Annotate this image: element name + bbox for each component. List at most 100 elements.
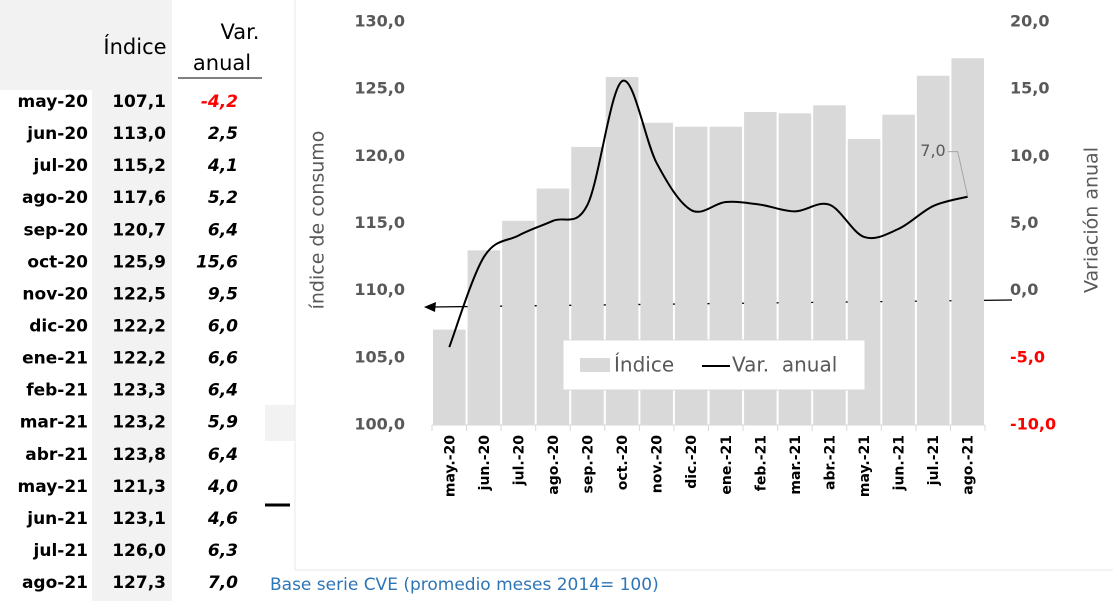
index-value: 117,6 — [112, 188, 166, 208]
index-value: 123,8 — [112, 445, 166, 465]
x-tick-label: sep.-20 — [581, 435, 597, 494]
row-label: mar-21 — [20, 413, 88, 433]
y2-tick-label: 15,0 — [1010, 79, 1049, 98]
row-label: ene-21 — [22, 349, 88, 369]
var-value: 15,6 — [196, 252, 238, 272]
x-tick-label: dic.-20 — [684, 435, 700, 489]
row-label: feb-21 — [26, 381, 88, 401]
data-label: 7,0 — [920, 141, 945, 160]
cell — [265, 405, 295, 441]
index-value: 123,3 — [112, 381, 166, 401]
row-label: abr-21 — [25, 445, 88, 465]
header-var: anual — [193, 51, 251, 75]
var-value: 6,6 — [208, 349, 238, 369]
bar — [433, 329, 466, 425]
x-tick-label: may.-21 — [857, 435, 873, 497]
row-label: jun-21 — [26, 509, 88, 529]
row-label: may-21 — [18, 477, 88, 497]
index-value: 113,0 — [112, 124, 166, 144]
index-value: 122,2 — [112, 316, 166, 336]
index-value: 107,1 — [112, 92, 166, 112]
var-value: 6,4 — [208, 220, 238, 240]
arrowhead — [424, 302, 436, 312]
var-value: 4,0 — [207, 477, 238, 497]
var-value: 4,1 — [207, 156, 238, 176]
row-label: jul-21 — [33, 541, 88, 561]
x-tick-label: oct.-20 — [615, 435, 631, 490]
var-value: 5,2 — [208, 188, 238, 208]
x-tick-label: may.-20 — [442, 435, 458, 497]
y-axis-title: índice de consumo — [307, 131, 329, 310]
x-tick-label: jul.-20 — [511, 435, 527, 486]
y-tick-label: 110,0 — [354, 280, 405, 299]
y-tick-label: 130,0 — [354, 12, 405, 31]
index-value: 121,3 — [112, 477, 166, 497]
var-value: 6,4 — [208, 381, 238, 401]
row-label: oct-20 — [27, 252, 88, 272]
index-column — [92, 0, 172, 601]
y-tick-label: 115,0 — [354, 213, 405, 232]
index-value: 127,3 — [112, 573, 166, 593]
legend-label: Índice — [614, 353, 674, 377]
row-label: nov-20 — [22, 284, 88, 304]
index-value: 123,2 — [112, 413, 166, 433]
row-label: sep-20 — [23, 220, 88, 240]
index-value: 122,5 — [112, 284, 166, 304]
bar — [467, 250, 501, 425]
row-label: ago-21 — [22, 573, 88, 593]
x-tick-label: feb.-21 — [753, 435, 769, 491]
header-var: Var. — [221, 20, 260, 44]
y2-tick-label: 10,0 — [1010, 146, 1049, 165]
index-value: 125,9 — [112, 252, 166, 272]
x-tick-label: ago.-20 — [546, 435, 562, 495]
bar — [502, 220, 535, 425]
var-value: 6,0 — [208, 316, 238, 336]
header-cell — [0, 0, 92, 90]
bar — [882, 114, 915, 425]
row-label: dic-20 — [29, 316, 88, 336]
var-value: 5,9 — [208, 413, 238, 433]
x-tick-label: jul.-21 — [926, 435, 942, 486]
y2-axis-title: Variación anual — [1081, 147, 1103, 293]
var-value: 7,0 — [208, 573, 238, 593]
y2-tick-label: -5,0 — [1010, 347, 1045, 366]
x-tick-label: nov.-20 — [650, 435, 666, 493]
x-tick-label: jun.-20 — [477, 435, 493, 492]
y2-tick-label: 20,0 — [1010, 12, 1049, 31]
index-value: 123,1 — [112, 509, 166, 529]
index-value: 126,0 — [112, 541, 166, 561]
y2-tick-label: -10,0 — [1010, 415, 1056, 434]
var-value: 9,5 — [208, 284, 238, 304]
row-label: jul-20 — [33, 156, 89, 176]
x-tick-label: mar.-21 — [788, 435, 804, 495]
y2-tick-label: 0,0 — [1010, 280, 1038, 299]
x-tick-label: abr.-21 — [822, 435, 838, 490]
y-tick-label: 125,0 — [354, 79, 405, 98]
legend-label: Var. anual — [732, 353, 837, 377]
index-value: 120,7 — [112, 220, 166, 240]
row-label: jun-20 — [26, 124, 88, 144]
line — [448, 79, 968, 348]
legend-swatch — [580, 358, 610, 372]
footnote: Base serie CVE (promedio meses 2014= 100… — [270, 575, 659, 595]
index-value: 122,2 — [112, 349, 166, 369]
bar — [951, 58, 984, 426]
y2-tick-label: 5,0 — [1010, 213, 1038, 232]
x-tick-label: jun.-21 — [892, 435, 908, 491]
var-value: 2,5 — [208, 124, 238, 144]
x-tick-label: ago.-21 — [961, 435, 977, 495]
bar — [916, 75, 950, 425]
index-value: 115,2 — [112, 156, 166, 176]
row-label: ago-20 — [22, 188, 88, 208]
header-index: Índice — [103, 34, 166, 59]
var-value: -4,2 — [201, 92, 238, 112]
var-value: 6,3 — [208, 541, 238, 561]
var-value: 6,4 — [208, 445, 238, 465]
y-tick-label: 120,0 — [354, 146, 405, 165]
y-tick-label: 100,0 — [354, 415, 405, 434]
y-tick-label: 105,0 — [354, 347, 405, 366]
row-label: may-20 — [18, 92, 89, 112]
x-tick-label: ene.-21 — [719, 435, 735, 495]
leader-line — [947, 151, 969, 197]
